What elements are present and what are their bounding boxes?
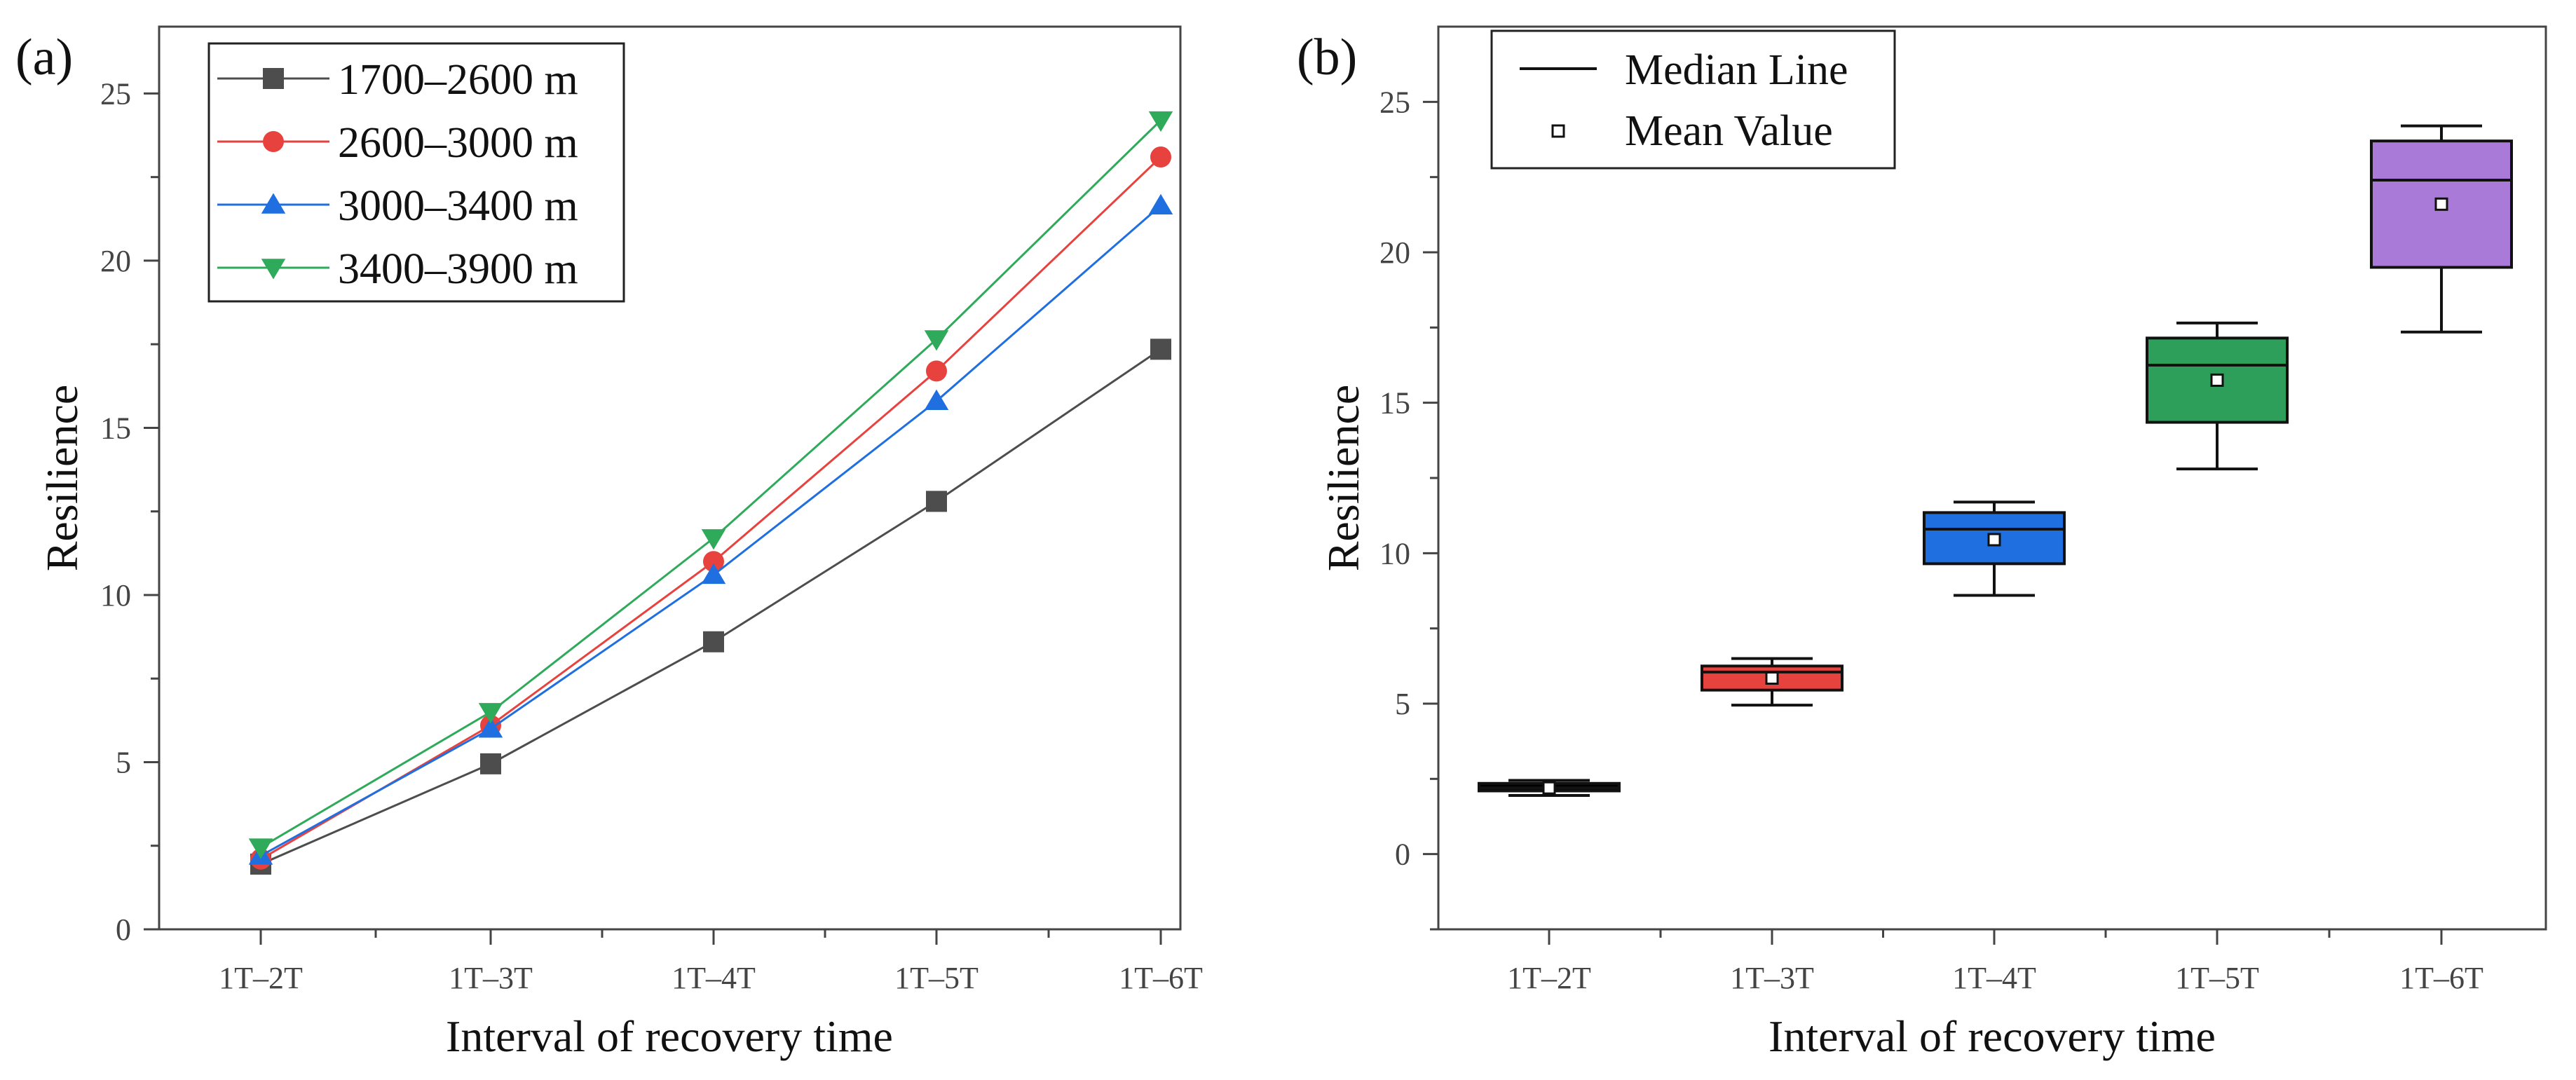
series-3-point — [1148, 193, 1173, 214]
legend-marker-1 — [263, 68, 284, 89]
mean-marker — [1765, 671, 1779, 685]
legend-marker-4 — [261, 259, 286, 280]
series-1-point — [703, 631, 724, 652]
x-tick-label-a: 1T–6T — [1119, 961, 1203, 995]
x-tick-label-b: 1T–4T — [1952, 961, 2036, 995]
series-3-point — [924, 389, 949, 411]
y-tick-label-b: 5 — [1395, 687, 1410, 721]
y-tick-label-b: 20 — [1379, 235, 1410, 270]
series-2-point — [703, 551, 724, 573]
series-4-point — [478, 703, 503, 724]
x-tick-label-b: 1T–2T — [1507, 961, 1591, 995]
legend-label-4: 3400–3900 m — [338, 245, 578, 293]
series-1-point — [926, 491, 947, 512]
mean-marker — [1542, 781, 1556, 795]
series-4-point — [701, 529, 726, 550]
panel-label-a: (a) — [15, 29, 73, 86]
series-3-point — [478, 717, 503, 738]
legend-label-median: Median Line — [1625, 46, 1848, 94]
series-1-point — [1150, 339, 1171, 360]
y-tick-label-a: 25 — [100, 76, 131, 111]
x-axis-title-a: Interval of recovery time — [446, 1011, 893, 1061]
x-tick-label-a: 1T–4T — [672, 961, 756, 995]
series-4-point — [248, 838, 273, 859]
y-tick-label-a: 15 — [100, 411, 131, 445]
series-4-point — [1148, 111, 1173, 132]
x-tick-label-b: 1T–6T — [2399, 961, 2483, 995]
legend-marker-2 — [263, 131, 284, 152]
y-tick-label-a: 0 — [116, 912, 131, 947]
x-tick-label-b: 1T–5T — [2175, 961, 2259, 995]
legend-marker-3 — [261, 193, 286, 214]
legend-label-2: 2600–3000 m — [338, 119, 578, 167]
series-line-1 — [260, 348, 1161, 866]
box-chart-panel: (b) 0 5 10 15 20 25 1T–2T 1T–3T 1T–4T 1T–5T 1T–6T… — [1297, 25, 2547, 1061]
y-tick-label-b: 25 — [1379, 85, 1410, 119]
x-tick-label-a: 1T–5T — [894, 961, 979, 995]
x-tick-label-b: 1T–3T — [1730, 961, 1814, 995]
y-tick-label-a: 10 — [100, 578, 131, 613]
x-axis-title-b: Interval of recovery time — [1769, 1011, 2216, 1061]
legend-label-1: 1700–2600 m — [338, 56, 578, 104]
mean-marker — [1987, 533, 2001, 547]
y-axis-title-b: Resilience — [1318, 385, 1368, 572]
line-chart-panel: (a) 0 5 10 15 20 25 1T–2T 1T–3T 1T–4T 1T–5T 1T–6T… — [15, 25, 1203, 1061]
mean-marker — [2434, 197, 2448, 211]
y-tick-label-a: 20 — [100, 244, 131, 278]
mean-marker — [2210, 373, 2224, 387]
legend-box-b — [1490, 29, 1896, 170]
y-axis-title-a: Resilience — [37, 385, 87, 572]
y-tick-label-b: 0 — [1395, 838, 1410, 872]
panel-label-b: (b) — [1297, 29, 1357, 86]
x-tick-label-a: 1T–2T — [219, 961, 303, 995]
series-2-point — [1150, 146, 1171, 168]
y-tick-label-b: 10 — [1379, 536, 1410, 570]
legend-mean-marker — [1551, 124, 1565, 138]
x-tick-label-a: 1T–3T — [449, 961, 533, 995]
series-1-point — [480, 753, 501, 774]
y-tick-label-b: 15 — [1379, 386, 1410, 421]
legend-label-mean: Mean Value — [1625, 107, 1833, 155]
series-4-point — [924, 330, 949, 351]
series-3-point — [701, 563, 726, 585]
plot-frame-a — [158, 25, 1182, 931]
legend-label-3: 3000–3400 m — [338, 182, 578, 230]
series-2-point — [926, 360, 947, 382]
y-tick-label-a: 5 — [116, 745, 131, 779]
